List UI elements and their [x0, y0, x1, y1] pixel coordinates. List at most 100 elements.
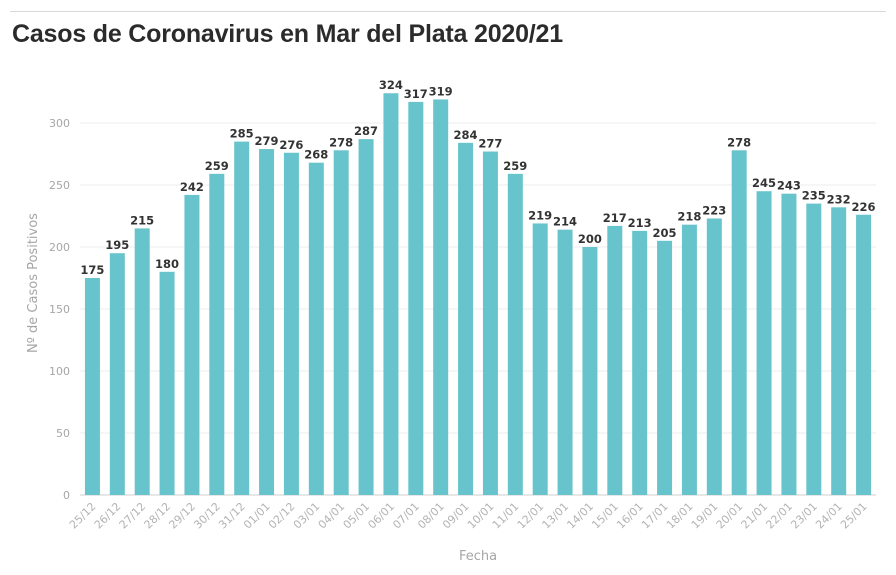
y-tick-label: 200 — [49, 241, 70, 254]
x-tick-label: 06/01 — [365, 500, 397, 532]
data-label: 287 — [354, 124, 378, 138]
bar — [781, 193, 797, 495]
data-label: 319 — [429, 84, 453, 98]
x-tick-label: 25/12 — [67, 500, 99, 532]
x-tick-label: 12/01 — [515, 500, 547, 532]
bar — [482, 151, 498, 495]
data-label: 324 — [379, 78, 403, 92]
bar — [234, 141, 250, 495]
x-tick-label: 30/12 — [191, 500, 223, 532]
bars — [84, 93, 872, 496]
y-tick-label: 100 — [49, 365, 70, 378]
data-label: 217 — [603, 211, 627, 225]
bar — [84, 278, 100, 495]
data-label: 226 — [852, 200, 876, 214]
bar — [582, 247, 598, 495]
x-tick-label: 16/01 — [614, 500, 646, 532]
bar — [831, 207, 847, 495]
bar — [507, 173, 523, 495]
x-tick-label: 20/01 — [714, 500, 746, 532]
bar — [458, 142, 474, 495]
x-tick-label: 18/01 — [664, 500, 696, 532]
data-label: 277 — [478, 137, 502, 151]
x-axis-label: Fecha — [459, 549, 497, 564]
bar — [632, 230, 648, 495]
bar — [159, 271, 175, 495]
data-label: 218 — [677, 210, 701, 224]
data-label: 259 — [503, 159, 527, 173]
x-tick-label: 01/01 — [241, 500, 273, 532]
y-tick-label: 0 — [63, 489, 70, 502]
bar — [134, 228, 150, 495]
x-tick-label: 31/12 — [216, 500, 248, 532]
bar — [607, 225, 623, 496]
x-tick-label: 09/01 — [440, 500, 472, 532]
x-tick-label: 27/12 — [117, 500, 149, 532]
data-label: 200 — [578, 232, 602, 246]
data-label: 278 — [329, 135, 353, 149]
bar — [358, 139, 374, 495]
bar — [433, 99, 449, 495]
data-label: 268 — [304, 148, 328, 162]
data-label: 205 — [653, 226, 677, 240]
data-label: 195 — [105, 238, 129, 252]
x-tick-label: 02/12 — [266, 500, 298, 532]
y-tick-label: 300 — [49, 117, 70, 130]
top-divider — [10, 11, 886, 12]
bar — [184, 194, 200, 496]
data-label: 180 — [155, 257, 179, 271]
x-tick-label: 21/01 — [739, 500, 771, 532]
bar — [806, 203, 822, 495]
data-label: 317 — [404, 87, 428, 101]
y-tick-label: 250 — [49, 179, 70, 192]
data-label: 259 — [205, 159, 229, 173]
y-tick-label: 150 — [49, 303, 70, 316]
x-tick-label: 19/01 — [689, 500, 721, 532]
bar — [706, 218, 722, 496]
data-label: 276 — [279, 138, 303, 152]
x-tick-label: 22/01 — [763, 500, 795, 532]
bar — [383, 93, 399, 496]
bar — [408, 101, 424, 496]
x-tick-label: 13/01 — [540, 500, 572, 532]
x-axis-ticks: 25/1226/1227/1228/1229/1230/1231/1201/01… — [67, 500, 870, 532]
x-tick-label: 14/01 — [564, 500, 596, 532]
bar — [532, 223, 548, 495]
bar — [681, 224, 697, 495]
x-tick-label: 17/01 — [639, 500, 671, 532]
data-label: 245 — [752, 176, 776, 190]
data-label: 214 — [553, 215, 577, 229]
x-tick-label: 03/01 — [291, 500, 323, 532]
bar — [259, 149, 275, 496]
y-axis-ticks: 0 50 100 150 200 250 300 — [49, 117, 70, 502]
x-tick-label: 25/01 — [838, 500, 870, 532]
x-tick-label: 24/01 — [813, 500, 845, 532]
bar — [557, 229, 573, 495]
data-label: 284 — [454, 128, 478, 142]
bar — [657, 240, 673, 495]
x-tick-label: 26/12 — [92, 500, 124, 532]
data-label: 213 — [628, 216, 652, 230]
bar — [333, 150, 349, 495]
bar — [756, 191, 772, 495]
data-label: 232 — [827, 192, 851, 206]
bar — [731, 150, 747, 495]
x-tick-label: 10/01 — [465, 500, 497, 532]
data-label: 235 — [802, 189, 826, 203]
data-label: 285 — [230, 127, 254, 141]
x-tick-label: 23/01 — [788, 500, 820, 532]
data-label: 223 — [702, 203, 726, 217]
data-label: 279 — [255, 134, 279, 148]
bar — [308, 162, 324, 495]
x-tick-label: 11/01 — [490, 500, 522, 532]
data-label: 219 — [528, 208, 552, 222]
data-label: 215 — [130, 213, 154, 227]
data-label: 175 — [80, 263, 104, 277]
x-tick-label: 05/01 — [341, 500, 373, 532]
y-tick-label: 50 — [56, 427, 70, 440]
x-tick-label: 04/01 — [316, 500, 348, 532]
data-label: 242 — [180, 180, 204, 194]
bar — [209, 173, 225, 495]
